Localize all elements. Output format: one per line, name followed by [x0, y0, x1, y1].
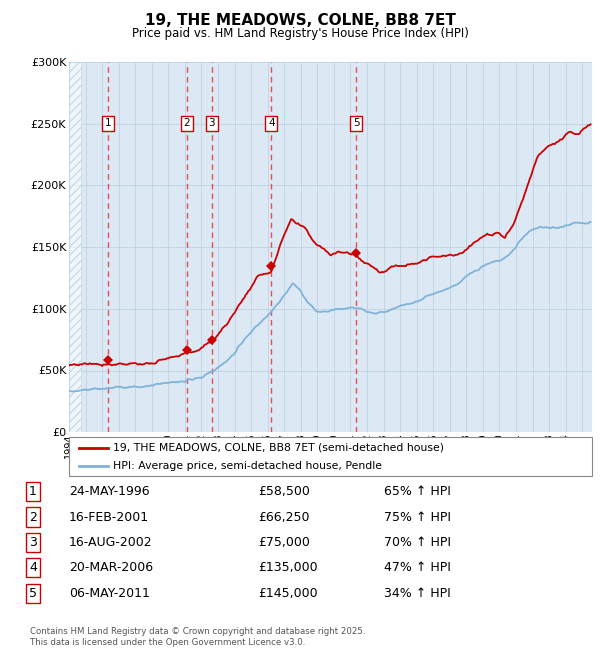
Bar — [69, 62, 82, 432]
Text: 4: 4 — [29, 562, 37, 575]
Text: 1: 1 — [29, 485, 37, 498]
Text: 70% ↑ HPI: 70% ↑ HPI — [384, 536, 451, 549]
Text: 34% ↑ HPI: 34% ↑ HPI — [384, 586, 451, 599]
Text: £145,000: £145,000 — [258, 586, 317, 599]
Text: £135,000: £135,000 — [258, 562, 317, 575]
Text: 3: 3 — [29, 536, 37, 549]
Text: 3: 3 — [208, 118, 215, 129]
Text: 2: 2 — [184, 118, 190, 129]
Text: 19, THE MEADOWS, COLNE, BB8 7ET: 19, THE MEADOWS, COLNE, BB8 7ET — [145, 13, 455, 28]
Text: 24-MAY-1996: 24-MAY-1996 — [69, 485, 149, 498]
Text: 65% ↑ HPI: 65% ↑ HPI — [384, 485, 451, 498]
Text: 16-AUG-2002: 16-AUG-2002 — [69, 536, 152, 549]
Text: 16-FEB-2001: 16-FEB-2001 — [69, 511, 149, 524]
Text: 2: 2 — [29, 511, 37, 524]
Text: 19, THE MEADOWS, COLNE, BB8 7ET (semi-detached house): 19, THE MEADOWS, COLNE, BB8 7ET (semi-de… — [113, 443, 445, 452]
Text: 20-MAR-2006: 20-MAR-2006 — [69, 562, 153, 575]
Text: 5: 5 — [353, 118, 359, 129]
Text: £66,250: £66,250 — [258, 511, 310, 524]
Text: 47% ↑ HPI: 47% ↑ HPI — [384, 562, 451, 575]
Text: HPI: Average price, semi-detached house, Pendle: HPI: Average price, semi-detached house,… — [113, 461, 382, 471]
Text: Contains HM Land Registry data © Crown copyright and database right 2025.
This d: Contains HM Land Registry data © Crown c… — [30, 627, 365, 647]
Text: Price paid vs. HM Land Registry's House Price Index (HPI): Price paid vs. HM Land Registry's House … — [131, 27, 469, 40]
Text: £75,000: £75,000 — [258, 536, 310, 549]
Text: 5: 5 — [29, 586, 37, 599]
Text: 4: 4 — [268, 118, 275, 129]
Text: £58,500: £58,500 — [258, 485, 310, 498]
Text: 06-MAY-2011: 06-MAY-2011 — [69, 586, 150, 599]
Text: 1: 1 — [105, 118, 112, 129]
Text: 75% ↑ HPI: 75% ↑ HPI — [384, 511, 451, 524]
FancyBboxPatch shape — [69, 437, 592, 476]
